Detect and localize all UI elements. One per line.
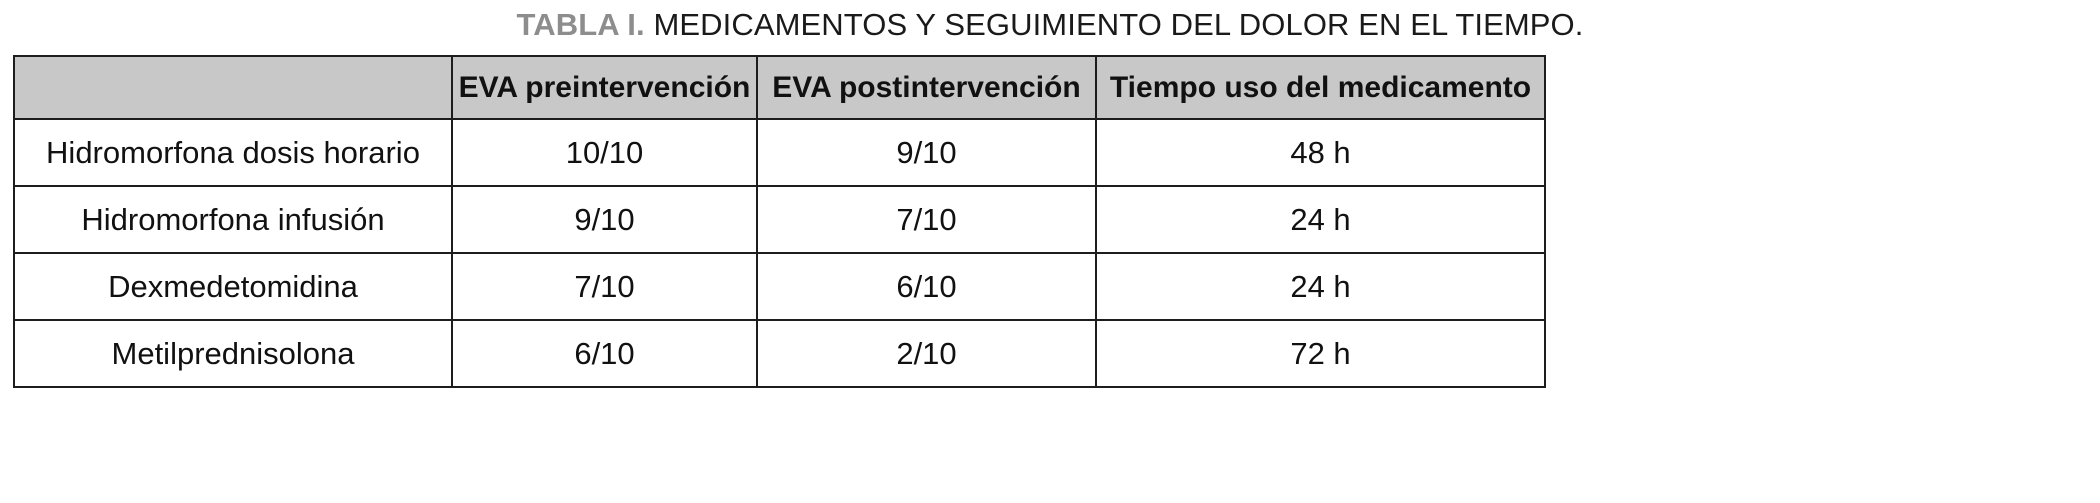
cell-medication: Dexmedetomidina: [13, 252, 453, 321]
column-header-eva-pre: EVA preintervención: [451, 55, 758, 120]
table-row: Dexmedetomidina 7/10 6/10 24 h: [13, 252, 1546, 321]
cell-eva-pre: 10/10: [451, 118, 758, 187]
cell-eva-pre: 9/10: [451, 185, 758, 254]
table-title-text: MEDICAMENTOS Y SEGUIMIENTO DEL DOLOR EN …: [644, 7, 1584, 42]
table-container: EVA preintervención EVA postintervención…: [13, 55, 1546, 388]
cell-medication: Hidromorfona infusión: [13, 185, 453, 254]
table-number-label: TABLA I.: [516, 7, 645, 42]
cell-medication: Metilprednisolona: [13, 319, 453, 388]
table-row: Hidromorfona infusión 9/10 7/10 24 h: [13, 185, 1546, 254]
column-header-medication: [13, 55, 453, 120]
cell-eva-post: 9/10: [756, 118, 1097, 187]
cell-eva-post: 6/10: [756, 252, 1097, 321]
cell-medication: Hidromorfona dosis horario: [13, 118, 453, 187]
cell-eva-pre: 6/10: [451, 319, 758, 388]
medications-table: EVA preintervención EVA postintervención…: [13, 55, 1546, 388]
cell-eva-pre: 7/10: [451, 252, 758, 321]
table-body: Hidromorfona dosis horario 10/10 9/10 48…: [13, 118, 1546, 388]
table-row: Hidromorfona dosis horario 10/10 9/10 48…: [13, 118, 1546, 187]
table-header-row: EVA preintervención EVA postintervención…: [13, 55, 1546, 120]
cell-time: 72 h: [1095, 319, 1546, 388]
table-caption: TABLA I. MEDICAMENTOS Y SEGUIMIENTO DEL …: [0, 6, 2100, 44]
column-header-time: Tiempo uso del medicamento: [1095, 55, 1546, 120]
table-row: Metilprednisolona 6/10 2/10 72 h: [13, 319, 1546, 388]
column-header-eva-post: EVA postintervención: [756, 55, 1097, 120]
cell-time: 48 h: [1095, 118, 1546, 187]
cell-eva-post: 2/10: [756, 319, 1097, 388]
cell-time: 24 h: [1095, 185, 1546, 254]
table-header: EVA preintervención EVA postintervención…: [13, 55, 1546, 120]
cell-time: 24 h: [1095, 252, 1546, 321]
cell-eva-post: 7/10: [756, 185, 1097, 254]
